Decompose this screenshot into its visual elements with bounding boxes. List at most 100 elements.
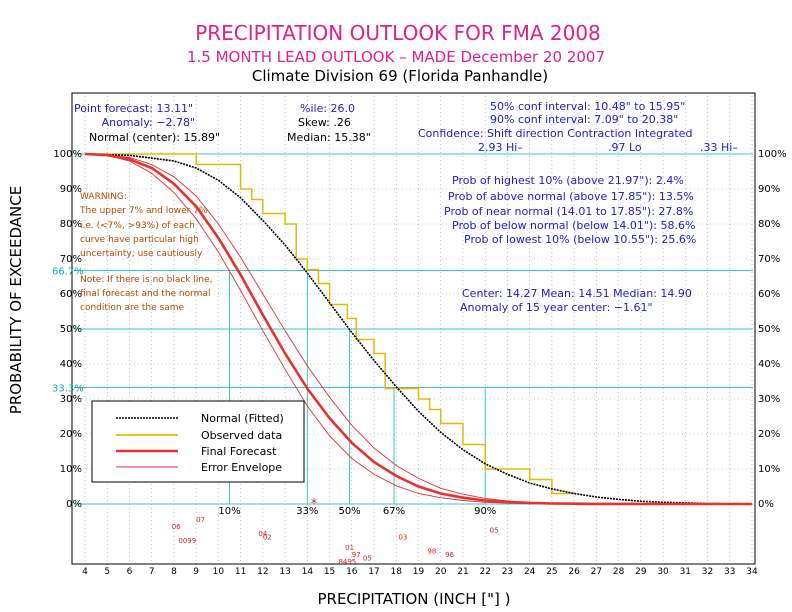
x-axis-title: PRECIPITATION (INCH ["] ) <box>317 590 510 608</box>
x-tick-label: 25 <box>546 567 557 577</box>
x-tick-label: 17 <box>368 567 379 577</box>
y-tick-label-right: 0% <box>758 499 774 510</box>
percentile-label: 50% <box>338 506 360 517</box>
x-tick-label: 28 <box>613 567 625 577</box>
year-label: 96 <box>445 551 454 559</box>
x-tick-label: 27 <box>591 567 602 577</box>
forecast-star-marker: * <box>311 497 318 512</box>
axis-ticks: 0% 0% 10% 10% 20% 20% 30% 30% 40% 40% 50% 50% 60% 60%… <box>52 149 787 577</box>
prob-above: Prob of above normal (above 17.85"): 13.… <box>448 190 694 203</box>
y-tick-label-right: 100% <box>758 149 787 160</box>
prob-below: Prob of below normal (below 14.01"): 58.… <box>452 219 695 232</box>
y-tick-label-left: 20% <box>60 429 82 440</box>
x-tick-label: 26 <box>568 567 580 577</box>
point-forecast: Point forecast: 13.11" <box>74 102 193 115</box>
x-tick-label: 6 <box>127 567 133 577</box>
year-label: 99 <box>187 537 196 545</box>
y-tick-label-left: 60% <box>60 289 82 300</box>
x-tick-label: 8 <box>171 567 177 577</box>
year-label: 02 <box>263 534 272 542</box>
legend: Normal (Fitted) Observed data Final Fore… <box>91 400 305 483</box>
x-tick-label: 15 <box>324 567 335 577</box>
prob-highest: Prob of highest 10% (above 21.97"): 2.4% <box>452 174 684 187</box>
x-tick-label: 4 <box>82 567 88 577</box>
x-tick-label: 21 <box>457 567 468 577</box>
warning-line: i.e. (<7%, >93%) of each <box>80 221 195 231</box>
note-line: Note: If there is no black line, <box>80 275 213 285</box>
x-tick-label: 9 <box>193 567 199 577</box>
prob-lowest: Prob of lowest 10% (below 10.55"): 25.6% <box>464 233 696 246</box>
legend-final-label: Final Forecast <box>201 445 277 458</box>
legend-envelope-label: Error Envelope <box>201 461 282 474</box>
warning-line: uncertainty; use cautiously <box>80 249 203 259</box>
y-tick-label-left: 30% <box>60 394 82 405</box>
x-tick-label: 31 <box>680 567 691 577</box>
percentile-label: 10% <box>218 506 240 517</box>
year-label: 04 <box>258 530 267 538</box>
y-tick-label-right: 70% <box>758 254 780 265</box>
legend-normal-label: Normal (Fitted) <box>201 412 284 425</box>
y-tick-label-left: 80% <box>60 219 82 230</box>
page-subtitle: 1.5 MONTH LEAD OUTLOOK – MADE December 2… <box>187 48 605 66</box>
x-tick-label: 34 <box>746 567 758 577</box>
tercile-label-upper: 66.7% <box>52 267 84 278</box>
anomaly-15yr: Anomaly of 15 year center: −1.61" <box>460 301 653 314</box>
shift-direction: 2.93 Hi– <box>478 141 523 154</box>
warning-line: WARNING: <box>80 192 127 202</box>
x-tick-label: 24 <box>524 567 536 577</box>
percentile-stat: %ile: 26.0 <box>300 102 355 115</box>
normal-fitted-line <box>84 153 753 505</box>
x-tick-label: 22 <box>479 567 490 577</box>
year-label: 06 <box>172 523 181 531</box>
stats-block: Point forecast: 13.11" Anomaly: −2.78" N… <box>74 100 738 314</box>
confidence-header: Confidence: Shift direction Contraction … <box>418 127 692 140</box>
observed-data-line <box>85 153 575 495</box>
year-label: 01 <box>345 544 354 552</box>
year-label: 95 <box>347 558 356 566</box>
x-tick-label: 29 <box>635 567 647 577</box>
x-tick-label: 19 <box>413 567 425 577</box>
tercile-label-lower: 33.3% <box>52 383 84 394</box>
x-tick-label: 10 <box>213 567 225 577</box>
percentile-label: 90% <box>474 506 496 517</box>
y-tick-label-right: 40% <box>758 359 780 370</box>
year-label: 03 <box>398 534 407 542</box>
x-tick-label: 11 <box>235 567 246 577</box>
warning-line: curve have particular high <box>80 235 199 245</box>
x-tick-label: 5 <box>104 567 110 577</box>
warning-note: WARNING: The upper 7% and lower 7% i.e. … <box>79 192 213 313</box>
y-tick-label-right: 20% <box>758 429 780 440</box>
integrated: .33 Hi– <box>700 141 738 154</box>
y-tick-label-left: 40% <box>60 359 82 370</box>
anomaly: Anomaly: −2.78" <box>102 116 195 129</box>
x-tick-label: 12 <box>257 567 268 577</box>
x-tick-label: 33 <box>724 567 735 577</box>
year-label: 98 <box>427 548 436 556</box>
percentile-label: 67% <box>383 506 405 517</box>
contraction: .97 Lo <box>608 141 642 154</box>
year-label: 05 <box>490 527 499 535</box>
year-label: 07 <box>196 516 205 524</box>
x-tick-label: 30 <box>657 567 669 577</box>
x-tick-label: 13 <box>279 567 290 577</box>
x-tick-label: 18 <box>391 567 403 577</box>
final-forecast-line <box>84 152 752 506</box>
y-tick-label-left: 10% <box>60 464 82 475</box>
center-mean-median: Center: 14.27 Mean: 14.51 Median: 14.90 <box>462 287 692 300</box>
note-line: final forecast and the normal <box>80 289 210 299</box>
conf-90: 90% conf interval: 7.09" to 20.38" <box>490 113 678 126</box>
y-tick-label-left: 50% <box>60 324 82 335</box>
x-tick-label: 32 <box>702 567 713 577</box>
y-tick-label-right: 60% <box>758 289 780 300</box>
x-tick-label: 20 <box>435 567 447 577</box>
x-tick-label: 16 <box>346 567 358 577</box>
y-tick-label-left: 0% <box>66 499 82 510</box>
y-tick-label-left: 70% <box>60 254 82 265</box>
legend-observed-label: Observed data <box>201 429 282 442</box>
skew-stat: Skew: .26 <box>298 116 351 129</box>
x-tick-label: 7 <box>149 567 155 577</box>
note-line: condition are the same <box>80 303 184 313</box>
median-stat: Median: 15.38" <box>287 131 371 144</box>
y-tick-label-left: 100% <box>53 149 82 160</box>
